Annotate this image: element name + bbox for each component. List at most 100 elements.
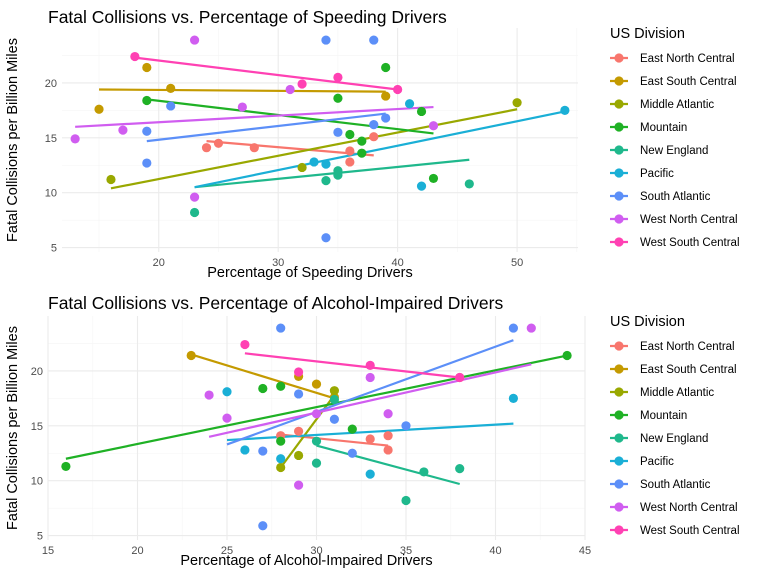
data-point-south-atlantic xyxy=(347,448,357,458)
data-point-south-atlantic xyxy=(294,389,304,399)
data-point-south-atlantic xyxy=(258,446,268,456)
data-point-mountain xyxy=(345,129,355,140)
legend-label: Mountain xyxy=(640,122,687,134)
y-tick-label: 15 xyxy=(45,133,57,145)
data-point-south-atlantic xyxy=(276,323,286,333)
trend-line-east-south-central xyxy=(99,88,386,93)
legend-key-dot xyxy=(614,364,624,374)
legend-label: West North Central xyxy=(640,214,738,226)
legend-label: East South Central xyxy=(640,76,737,88)
data-point-middle-atlantic xyxy=(329,386,339,396)
legend-key-dot xyxy=(614,122,624,132)
data-point-east-north-central xyxy=(249,143,259,153)
trend-line-west-south-central xyxy=(244,352,460,379)
data-point-mountain xyxy=(357,148,367,158)
data-point-new-england xyxy=(329,394,339,405)
data-point-new-england xyxy=(455,464,465,474)
x-tick-label: 45 xyxy=(579,545,591,557)
legend-label: Middle Atlantic xyxy=(640,99,714,111)
data-point-mountain xyxy=(357,136,367,146)
data-point-west-south-central xyxy=(365,360,375,371)
x-tick-label: 50 xyxy=(511,257,523,269)
data-point-new-england xyxy=(189,207,200,218)
x-tick-label: 20 xyxy=(131,545,143,557)
legend-key-dot xyxy=(614,433,624,443)
data-point-new-england xyxy=(311,458,322,468)
data-point-south-atlantic xyxy=(508,323,518,333)
legend-key-dot xyxy=(614,168,624,178)
data-point-west-south-central xyxy=(455,372,465,383)
data-point-west-north-central xyxy=(383,409,393,419)
data-point-south-atlantic xyxy=(258,521,268,531)
chart-title: Fatal Collisions vs. Percentage of Alcoh… xyxy=(48,293,503,313)
data-point-new-england xyxy=(321,176,331,186)
chart-panel-2: 15 20 25 30 35 40 45 5 10 15 20 Fatal Collisions vs… xyxy=(5,293,740,569)
data-point-west-north-central xyxy=(222,413,232,423)
legend-key-dot xyxy=(614,479,624,489)
data-point-east-north-central xyxy=(294,426,304,436)
y-tick-label: 10 xyxy=(31,476,43,488)
data-point-west-south-central xyxy=(297,79,307,89)
data-point-east-north-central xyxy=(345,157,355,167)
data-point-south-atlantic xyxy=(329,414,339,424)
data-point-middle-atlantic xyxy=(294,450,304,461)
trend-line-south-atlantic xyxy=(146,112,386,143)
data-point-pacific xyxy=(365,469,375,479)
legend-title: US Division xyxy=(610,314,685,330)
data-point-east-south-central xyxy=(142,62,152,73)
legend-label: East South Central xyxy=(640,364,737,376)
legend-key-dot xyxy=(614,214,624,224)
data-point-middle-atlantic xyxy=(106,174,116,185)
legend-key-dot xyxy=(614,525,624,535)
data-point-east-south-central xyxy=(166,83,176,93)
legend-key-dot xyxy=(614,191,624,201)
chart-title: Fatal Collisions vs. Percentage of Speed… xyxy=(48,7,447,27)
data-point-pacific xyxy=(276,454,286,464)
y-tick-label: 20 xyxy=(45,78,57,90)
data-point-mountain xyxy=(562,350,572,361)
legend-label: Pacific xyxy=(640,168,674,180)
data-point-new-england xyxy=(311,436,322,446)
data-point-west-north-central xyxy=(311,409,322,419)
data-point-middle-atlantic xyxy=(512,98,522,108)
data-point-west-south-central xyxy=(333,72,343,83)
y-tick-label: 15 xyxy=(31,421,43,433)
data-point-east-north-central xyxy=(383,445,393,455)
legend-key-dot xyxy=(614,502,624,512)
legend-label: Pacific xyxy=(640,456,674,468)
x-tick-label: 15 xyxy=(42,545,54,557)
trend-line-mountain xyxy=(65,354,568,460)
data-point-pacific xyxy=(321,159,331,169)
data-point-east-south-central xyxy=(311,379,322,389)
data-point-west-south-central xyxy=(130,51,140,62)
data-point-mountain xyxy=(416,106,427,117)
data-point-east-north-central xyxy=(345,146,355,156)
legend-label: West South Central xyxy=(640,237,740,249)
legend-label: South Atlantic xyxy=(640,191,711,203)
legend-key-dot xyxy=(614,76,624,86)
legend-label: South Atlantic xyxy=(640,479,711,491)
chart-panel-1: 20 30 40 50 5 10 15 20 Fatal Collisions vs. Perc… xyxy=(5,7,740,281)
data-point-west-north-central xyxy=(118,125,128,135)
trend-line-middle-atlantic xyxy=(279,394,336,469)
data-point-mountain xyxy=(258,383,268,394)
data-point-mountain xyxy=(276,436,286,446)
legend-label: West South Central xyxy=(640,525,740,537)
data-point-east-south-central xyxy=(94,104,104,114)
legend-key-dot xyxy=(614,99,624,109)
data-point-new-england xyxy=(333,166,343,176)
data-point-pacific xyxy=(416,181,427,191)
y-tick-label: 10 xyxy=(45,188,57,200)
y-tick-label: 5 xyxy=(51,243,57,255)
trend-line-new-england xyxy=(194,158,470,189)
data-point-west-north-central xyxy=(237,102,247,112)
trend-line-south-atlantic xyxy=(226,339,514,446)
data-point-new-england xyxy=(401,495,411,506)
legend-label: New England xyxy=(640,433,708,445)
data-point-west-north-central xyxy=(189,192,200,202)
data-point-south-atlantic xyxy=(333,127,343,137)
trend-line-west-north-central xyxy=(75,105,434,128)
x-tick-label: 40 xyxy=(392,257,404,269)
data-point-east-south-central xyxy=(381,91,391,101)
